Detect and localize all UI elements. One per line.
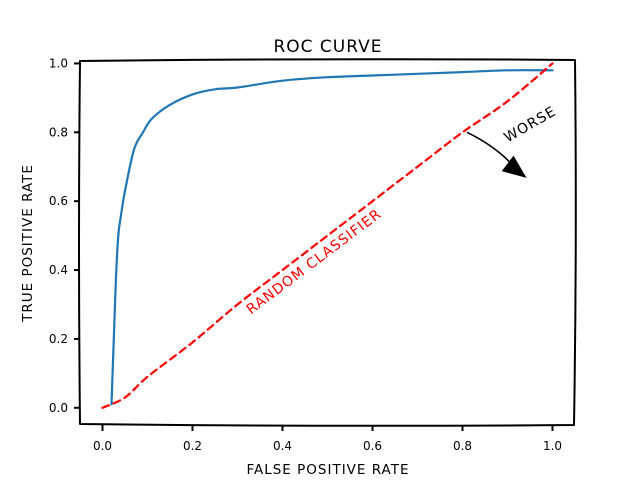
worse-arrow-head [501,155,527,178]
plot-frame [78,58,577,427]
chart-title: ROC CURVE [273,37,382,57]
worse-annotation: WORSE [502,104,560,147]
annotations: RANDOM CLASSIFIER WORSE [244,104,559,318]
x-tick-label: 1.0 [543,439,562,453]
roc-curve-line [110,69,554,406]
x-tick-label: 0.2 [183,439,202,453]
y-tick-label: 0.8 [49,125,68,139]
series-layer [101,62,554,409]
x-tick-label: 0.6 [363,439,382,453]
y-axis-label: TRUE POSITIVE RATE [20,164,36,323]
x-tick-label: 0.8 [453,439,472,453]
y-tick-label: 1.0 [49,56,68,70]
y-tick-label: 0.0 [49,401,68,415]
x-tick-label: 0.4 [273,439,292,453]
y-tick-label: 0.2 [49,332,68,346]
axis-ticks: 0.0 0.2 0.4 0.6 0.8 1.0 0.0 0.2 0.4 0.6 0.8 1.0 [49,56,562,453]
y-tick-label: 0.6 [49,194,68,208]
random-classifier-line [101,62,554,409]
x-axis-label: FALSE POSITIVE RATE [246,462,409,478]
y-tick-label: 0.4 [49,263,68,277]
random-classifier-annotation: RANDOM CLASSIFIER [244,206,385,318]
plot-border [78,58,577,427]
x-tick-label: 0.0 [93,439,112,453]
